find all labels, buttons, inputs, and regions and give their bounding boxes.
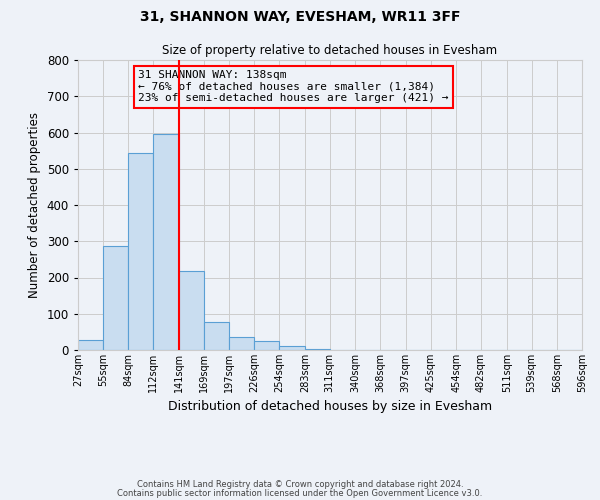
Bar (179, 270, 204, 350)
Bar (229, 337, 254, 350)
Text: Contains public sector information licensed under the Open Government Licence v3: Contains public sector information licen… (118, 488, 482, 498)
Bar (103, 246, 128, 350)
Text: 31, SHANNON WAY, EVESHAM, WR11 3FF: 31, SHANNON WAY, EVESHAM, WR11 3FF (140, 10, 460, 24)
Bar (204, 322, 229, 350)
Bar (279, 346, 305, 350)
Text: 31 SHANNON WAY: 138sqm
← 76% of detached houses are smaller (1,384)
23% of semi-: 31 SHANNON WAY: 138sqm ← 76% of detached… (139, 70, 449, 103)
Y-axis label: Number of detached properties: Number of detached properties (28, 112, 41, 298)
Title: Size of property relative to detached houses in Evesham: Size of property relative to detached ho… (163, 44, 497, 58)
Bar (153, 134, 179, 350)
Bar (254, 342, 279, 350)
X-axis label: Distribution of detached houses by size in Evesham: Distribution of detached houses by size … (168, 400, 492, 413)
Bar (78, 340, 103, 350)
Text: Contains HM Land Registry data © Crown copyright and database right 2024.: Contains HM Land Registry data © Crown c… (137, 480, 463, 489)
Bar (305, 348, 329, 350)
Bar (128, 153, 153, 350)
